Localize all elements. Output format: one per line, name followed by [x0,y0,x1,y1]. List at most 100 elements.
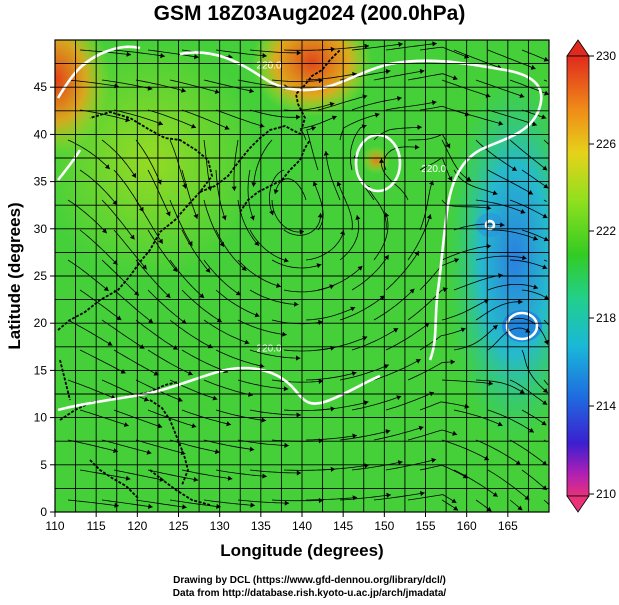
streamline-arrowhead [193,476,199,482]
streamline [380,158,409,201]
streamline-arrowhead [498,120,504,126]
streamline [543,259,548,262]
streamline [475,439,521,466]
streamline [487,284,539,291]
streamline [441,299,489,321]
streamline [305,230,345,261]
streamline [135,79,186,92]
streamline-arrowhead [244,339,250,345]
streamline-arrowhead [318,378,324,384]
streamline [325,151,341,201]
streamline-arrowhead [158,238,163,244]
streamline-arrowhead [318,319,323,325]
streamline [385,322,430,351]
streamline [79,289,122,321]
streamline-arrowhead [352,433,357,439]
streamline [274,178,307,201]
streamline-arrowhead [426,214,432,220]
streamline-arrowhead [276,282,281,288]
streamline [407,494,457,504]
streamline-arrowhead [224,125,230,130]
streamline-arrowhead [316,263,322,269]
streamline-arrowhead [231,186,237,191]
streamline-arrowhead [125,117,130,123]
streamline-arrowhead [492,492,498,497]
streamline [521,169,549,189]
streamline [475,301,523,321]
streamline-arrowhead [492,190,498,196]
streamline [215,289,260,317]
streamline-arrowhead [409,288,415,294]
streamline-arrowhead [450,359,455,365]
streamline [441,439,490,461]
streamline [271,259,322,269]
streamline-arrowhead [542,165,548,171]
streamline [181,109,230,130]
streamline-arrowhead [102,228,107,234]
streamline [67,259,109,292]
streamline-arrowhead [486,506,492,512]
streamline-arrowhead [250,502,255,508]
streamline-arrowhead [543,183,549,189]
streamline-arrowhead [379,295,385,301]
streamline-arrowhead [452,75,458,81]
y-tick-label: 10 [34,411,48,425]
streamline-arrowhead [543,339,549,345]
streamline [543,319,549,326]
streamline-arrowhead [431,100,437,106]
streamline-arrowhead [384,212,390,218]
streamline-arrowhead [187,241,193,246]
streamline [487,229,539,241]
streamline-arrowhead [254,240,259,246]
streamline [521,229,549,242]
streamline [101,499,153,508]
streamline-arrowhead [212,395,218,401]
x-axis-ticks: 110 115 120 125 130 135 140 145 150 155 160 165 [45,512,518,533]
streamline [271,379,324,383]
streamline [181,409,232,426]
streamline [181,469,233,480]
streamline-arrowhead [221,215,227,221]
streamline [453,409,503,427]
streamline-arrowhead [126,51,131,57]
streamline [203,439,255,451]
y-tick-label: 30 [34,222,48,236]
streamline-arrowhead [329,101,335,107]
streamline [305,73,357,81]
streamline-arrowhead [191,423,197,429]
streamline [283,213,322,236]
streamline-arrowhead [543,236,549,242]
streamline [237,319,287,336]
streamline-arrowhead [330,466,336,472]
credit-drawing: Drawing by DCL (https://www.gfd-dennou.o… [173,575,446,586]
streamline-arrowhead [323,151,329,156]
x-tick-label: 140 [292,519,312,533]
streamline-arrowhead [460,327,466,333]
y-tick-label: 5 [40,458,47,472]
streamline [101,439,152,454]
streamline [113,229,148,270]
streamline-arrowhead [383,364,389,369]
streamline-arrowhead [146,449,152,455]
streamline-arrowhead [205,267,211,273]
streamline-arrowhead [415,359,421,364]
streamline-arrowhead [499,222,505,228]
streamline [249,49,302,54]
colorbar-tick-label: 230 [596,49,616,63]
streamline [101,199,135,240]
streamline-arrowhead [329,284,335,290]
streamline [113,409,163,428]
y-tick-label: 40 [34,127,48,141]
streamline [135,439,186,454]
streamline-arrowhead [384,255,389,260]
streamline-arrowhead [143,396,149,402]
streamline-arrowhead [311,126,316,131]
streamline-arrowhead [336,181,342,187]
streamline-arrowhead [543,56,549,62]
streamline-arrowhead [216,503,221,509]
streamline-arrowhead [396,395,402,401]
streamline [351,327,399,351]
streamline-arrowhead [528,190,533,195]
streamline-arrowhead [251,182,257,187]
streamline [373,212,389,261]
